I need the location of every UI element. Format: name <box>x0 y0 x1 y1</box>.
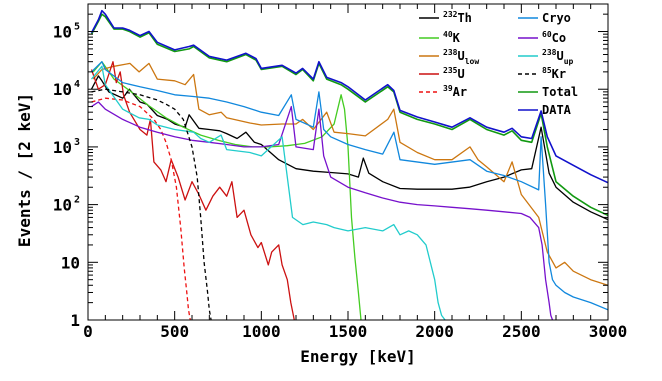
legend-label: 238Uup <box>542 48 574 66</box>
y-axis-title: Events / [2 keV] <box>15 93 34 247</box>
x-tick-label: 0 <box>83 322 93 341</box>
x-tick-label: 2000 <box>415 322 454 341</box>
y-tick-label: 10 <box>53 196 72 215</box>
series-line-60-co <box>91 101 554 320</box>
x-tick-label: 1000 <box>242 322 281 341</box>
legend-label: 235U <box>443 66 465 81</box>
legend-label: Cryo <box>542 11 571 25</box>
legend-label: DATA <box>542 103 572 117</box>
series-layer <box>90 9 608 320</box>
x-tick-label: 1500 <box>329 322 368 341</box>
series-line-data <box>90 9 608 184</box>
series-line-cryo <box>91 61 608 311</box>
series-line-235-u <box>90 61 295 320</box>
legend-label: 85Kr <box>542 66 566 81</box>
y-tick-exponent: 3 <box>74 137 80 148</box>
y-tick-exponent: 5 <box>74 22 80 33</box>
legend-label: 60Co <box>542 30 566 45</box>
series-line-232-th <box>90 75 608 221</box>
plot-frame <box>87 3 609 321</box>
series-line-238-u-low <box>92 62 608 286</box>
legend-label: 39Ar <box>443 84 467 99</box>
y-tick-label: 1 <box>70 311 80 330</box>
series-line-40-k <box>92 61 362 320</box>
series-line-85-kr <box>91 88 212 320</box>
legend-label: 238Ulow <box>443 48 479 66</box>
y-tick-label: 10 <box>61 253 80 272</box>
y-tick-exponent: 2 <box>74 195 80 206</box>
x-tick-label: 3000 <box>589 322 628 341</box>
y-tick-label: 10 <box>53 138 72 157</box>
legend-label: 232Th <box>443 10 472 25</box>
legend-label: Total <box>542 85 578 99</box>
y-tick-exponent: 4 <box>74 79 80 90</box>
series-line-238-u-up <box>90 65 446 320</box>
series-line-39-ar <box>91 97 191 320</box>
x-axis-title: Energy [keV] <box>300 347 416 366</box>
x-tick-label: 500 <box>160 322 189 341</box>
x-tick-label: 2500 <box>502 322 541 341</box>
y-tick-label: 10 <box>53 23 72 42</box>
legend-label: 40K <box>443 30 461 45</box>
y-tick-label: 10 <box>53 80 72 99</box>
